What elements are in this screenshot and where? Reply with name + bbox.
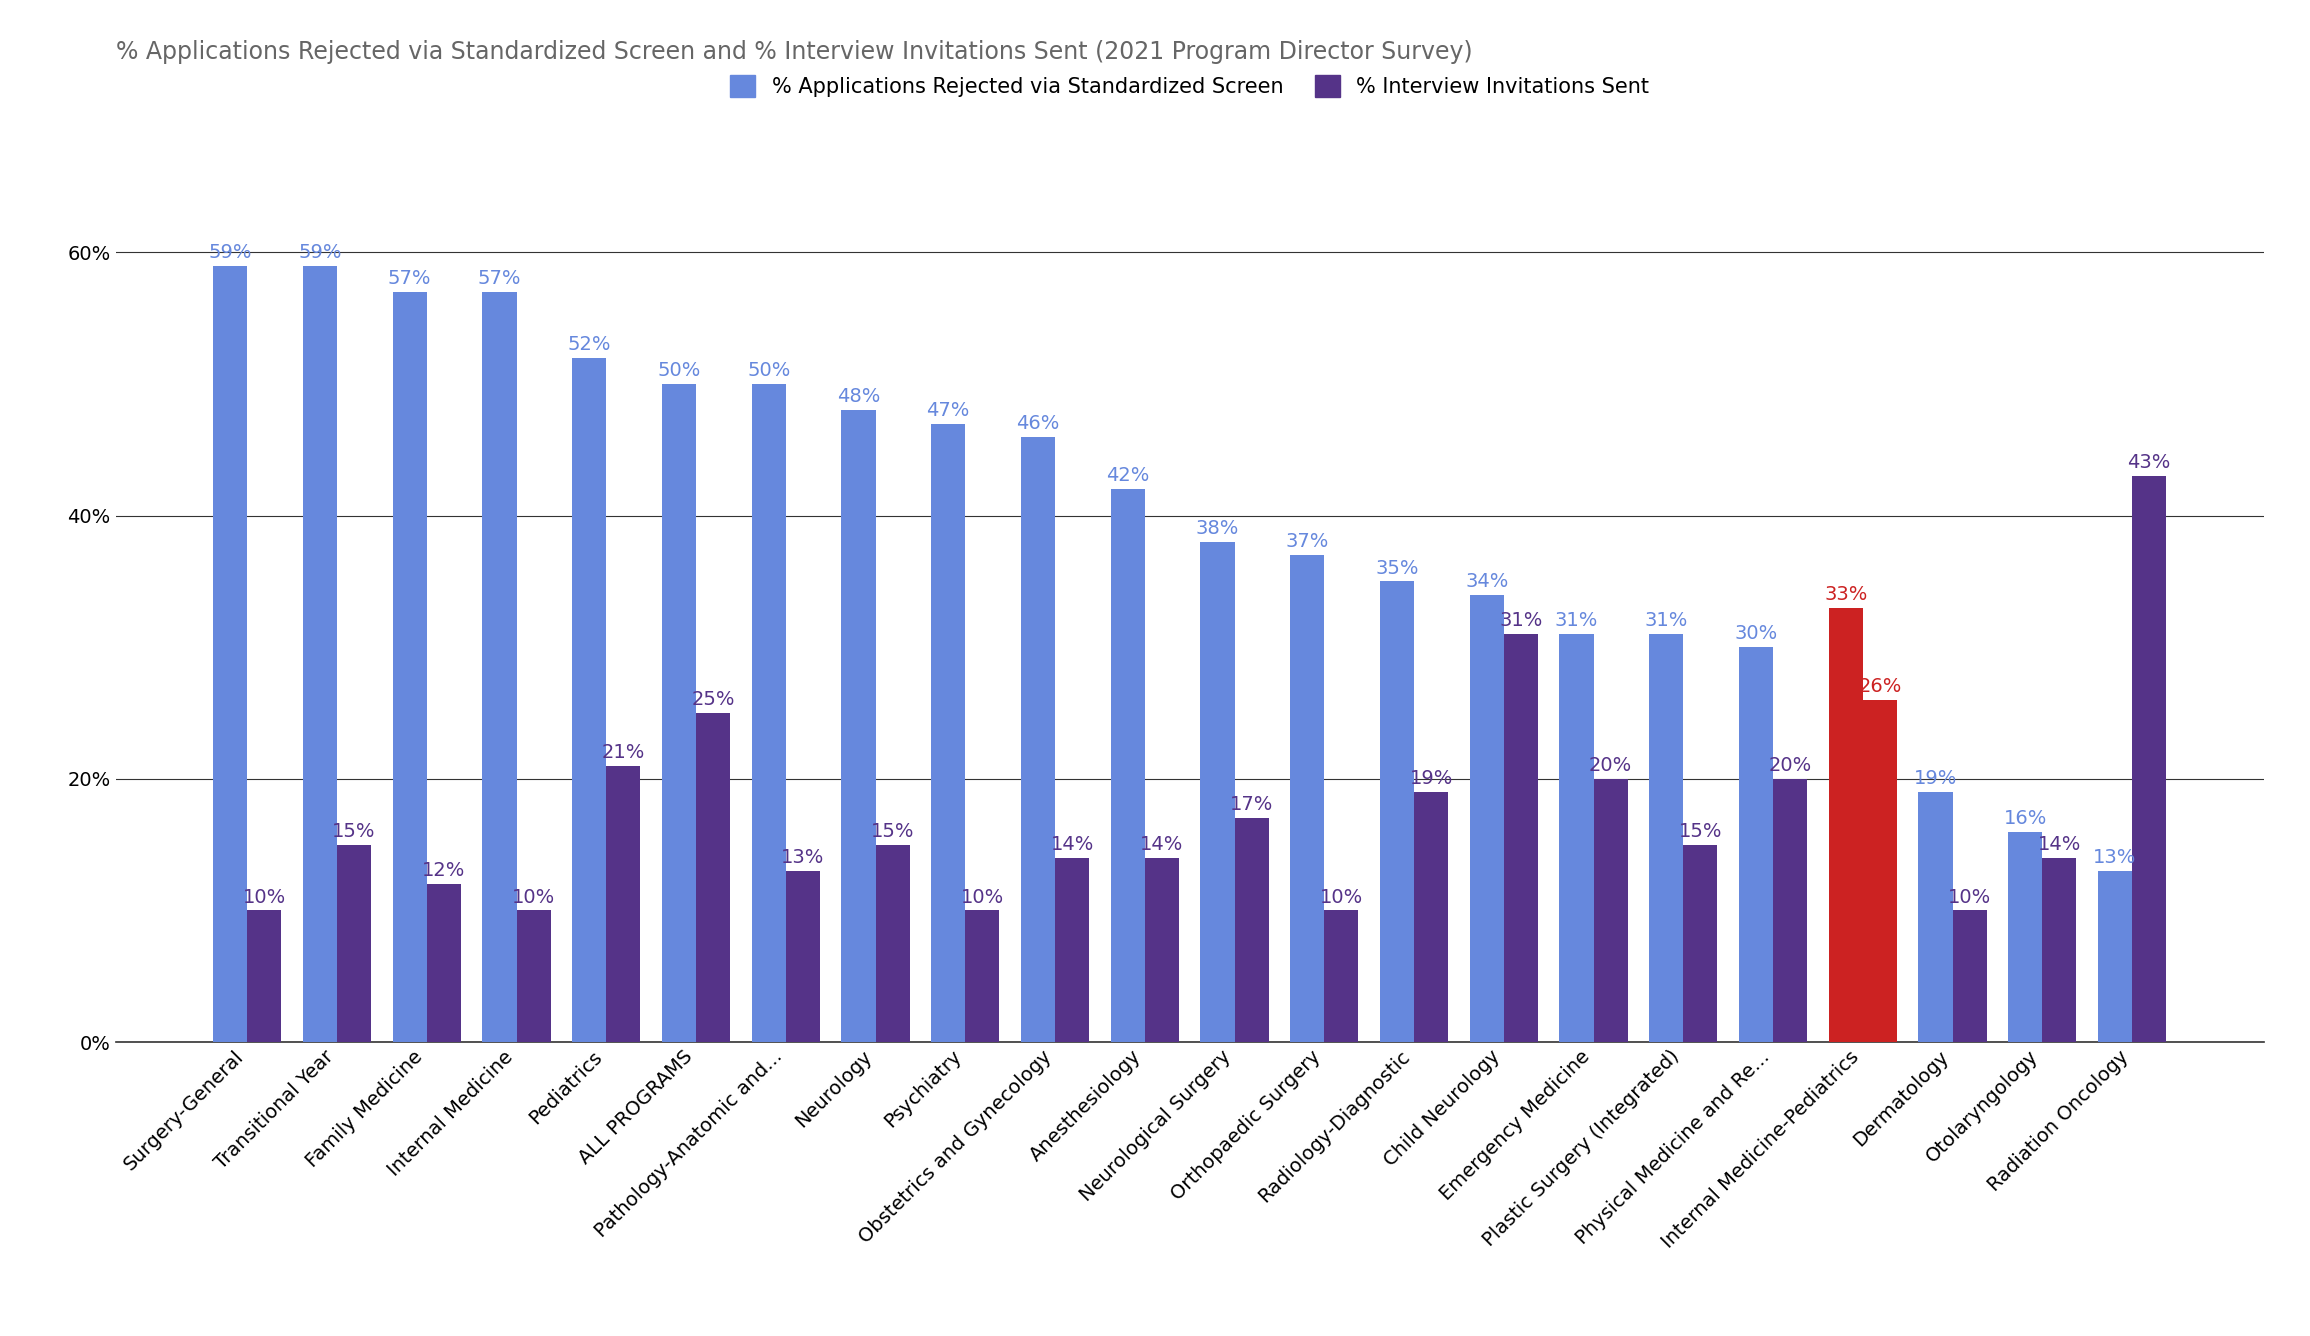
Bar bbox=[2042, 858, 2077, 1042]
Text: 48%: 48% bbox=[836, 387, 880, 406]
Bar bbox=[247, 910, 282, 1042]
Text: 20%: 20% bbox=[1589, 756, 1633, 775]
Bar bbox=[1146, 858, 1178, 1042]
Text: 10%: 10% bbox=[243, 887, 286, 907]
Text: 19%: 19% bbox=[1409, 770, 1453, 788]
Bar bbox=[1862, 700, 1897, 1042]
Text: 13%: 13% bbox=[781, 848, 825, 867]
Bar bbox=[1379, 581, 1414, 1042]
Bar bbox=[1504, 635, 1538, 1042]
Text: 15%: 15% bbox=[871, 822, 915, 840]
Text: 33%: 33% bbox=[1825, 585, 1866, 604]
Bar bbox=[663, 383, 695, 1042]
Bar bbox=[1111, 489, 1146, 1042]
Text: 31%: 31% bbox=[1499, 611, 1543, 631]
Text: 31%: 31% bbox=[1645, 611, 1689, 631]
Text: 38%: 38% bbox=[1197, 518, 1238, 538]
Text: 34%: 34% bbox=[1465, 572, 1508, 591]
Text: 13%: 13% bbox=[2093, 848, 2137, 867]
Bar bbox=[1594, 779, 1629, 1042]
Bar bbox=[1739, 647, 1774, 1042]
Bar bbox=[1649, 635, 1684, 1042]
Bar bbox=[931, 424, 966, 1042]
Text: 15%: 15% bbox=[1679, 822, 1721, 840]
Bar bbox=[751, 383, 785, 1042]
Bar bbox=[1234, 819, 1268, 1042]
Text: 14%: 14% bbox=[2037, 835, 2081, 854]
Bar bbox=[213, 266, 247, 1042]
Text: 17%: 17% bbox=[1229, 795, 1273, 815]
Text: 35%: 35% bbox=[1374, 558, 1418, 577]
Text: % Applications Rejected via Standardized Screen and % Interview Invitations Sent: % Applications Rejected via Standardized… bbox=[116, 40, 1471, 64]
Bar bbox=[517, 910, 550, 1042]
Text: 59%: 59% bbox=[298, 243, 342, 262]
Text: 59%: 59% bbox=[208, 243, 252, 262]
Bar bbox=[1291, 556, 1324, 1042]
Text: 37%: 37% bbox=[1287, 532, 1328, 552]
Bar bbox=[393, 293, 427, 1042]
Bar bbox=[605, 766, 640, 1042]
Bar bbox=[785, 871, 820, 1042]
Text: 10%: 10% bbox=[513, 887, 554, 907]
Text: 20%: 20% bbox=[1769, 756, 1811, 775]
Text: 57%: 57% bbox=[478, 269, 522, 289]
Bar bbox=[483, 293, 517, 1042]
Bar bbox=[573, 358, 605, 1042]
Bar bbox=[427, 884, 462, 1042]
Text: 12%: 12% bbox=[423, 862, 467, 880]
Legend: % Applications Rejected via Standardized Screen, % Interview Invitations Sent: % Applications Rejected via Standardized… bbox=[721, 65, 1659, 107]
Bar bbox=[1324, 910, 1358, 1042]
Bar bbox=[1917, 792, 1952, 1042]
Text: 50%: 50% bbox=[746, 361, 790, 381]
Text: 10%: 10% bbox=[1319, 887, 1363, 907]
Text: 10%: 10% bbox=[1947, 887, 1991, 907]
Bar bbox=[1952, 910, 1987, 1042]
Bar bbox=[1684, 844, 1716, 1042]
Text: 25%: 25% bbox=[691, 691, 735, 709]
Text: 50%: 50% bbox=[658, 361, 700, 381]
Bar bbox=[1414, 792, 1448, 1042]
Text: 21%: 21% bbox=[601, 743, 644, 762]
Bar bbox=[1021, 437, 1056, 1042]
Bar bbox=[303, 266, 337, 1042]
Bar bbox=[1056, 858, 1088, 1042]
Text: 14%: 14% bbox=[1141, 835, 1183, 854]
Text: 26%: 26% bbox=[1857, 677, 1901, 696]
Text: 30%: 30% bbox=[1735, 624, 1779, 644]
Bar bbox=[337, 844, 372, 1042]
Bar bbox=[695, 713, 730, 1042]
Bar bbox=[1774, 779, 1806, 1042]
Text: 43%: 43% bbox=[2128, 453, 2171, 472]
Bar bbox=[966, 910, 1000, 1042]
Text: 52%: 52% bbox=[568, 335, 610, 354]
Bar bbox=[2007, 831, 2042, 1042]
Bar bbox=[1469, 595, 1504, 1042]
Text: 19%: 19% bbox=[1913, 770, 1957, 788]
Text: 10%: 10% bbox=[961, 887, 1005, 907]
Bar bbox=[1559, 635, 1594, 1042]
Text: 46%: 46% bbox=[1016, 414, 1060, 433]
Text: 31%: 31% bbox=[1555, 611, 1599, 631]
Bar bbox=[2097, 871, 2132, 1042]
Text: 47%: 47% bbox=[926, 401, 970, 420]
Text: 15%: 15% bbox=[333, 822, 377, 840]
Text: 14%: 14% bbox=[1051, 835, 1093, 854]
Bar bbox=[1830, 608, 1862, 1042]
Bar bbox=[841, 410, 875, 1042]
Text: 42%: 42% bbox=[1106, 466, 1150, 485]
Bar bbox=[1201, 542, 1234, 1042]
Bar bbox=[875, 844, 910, 1042]
Bar bbox=[2132, 476, 2167, 1042]
Text: 16%: 16% bbox=[2003, 808, 2047, 827]
Text: 57%: 57% bbox=[388, 269, 432, 289]
